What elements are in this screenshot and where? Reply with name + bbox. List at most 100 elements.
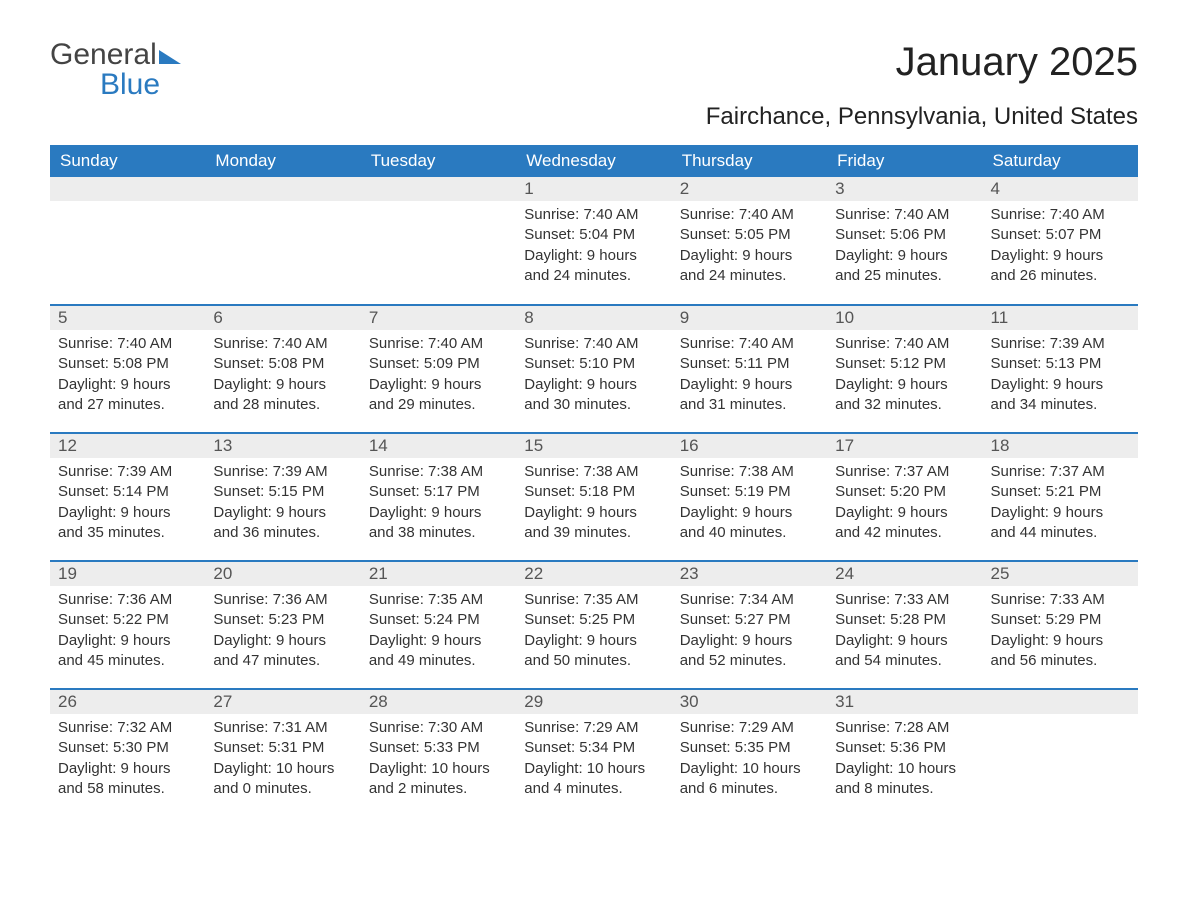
sunset-text: Sunset: 5:35 PM bbox=[680, 738, 819, 758]
calendar-day-cell: 14Sunrise: 7:38 AMSunset: 5:17 PMDayligh… bbox=[361, 433, 516, 561]
daylight-text-line1: Daylight: 9 hours bbox=[835, 246, 974, 266]
day-details: Sunrise: 7:37 AMSunset: 5:21 PMDaylight:… bbox=[983, 458, 1138, 551]
calendar-day-cell: 12Sunrise: 7:39 AMSunset: 5:14 PMDayligh… bbox=[50, 433, 205, 561]
day-number: 28 bbox=[361, 690, 516, 714]
calendar-day-cell: 4Sunrise: 7:40 AMSunset: 5:07 PMDaylight… bbox=[983, 177, 1138, 305]
calendar-week-row: 5Sunrise: 7:40 AMSunset: 5:08 PMDaylight… bbox=[50, 305, 1138, 433]
day-number: 11 bbox=[983, 306, 1138, 330]
weekday-header: Sunday bbox=[50, 145, 205, 177]
day-details: Sunrise: 7:38 AMSunset: 5:19 PMDaylight:… bbox=[672, 458, 827, 551]
sunrise-text: Sunrise: 7:40 AM bbox=[524, 205, 663, 225]
daylight-text-line2: and 58 minutes. bbox=[58, 779, 197, 799]
day-details: Sunrise: 7:35 AMSunset: 5:25 PMDaylight:… bbox=[516, 586, 671, 679]
sunset-text: Sunset: 5:29 PM bbox=[991, 610, 1130, 630]
day-number: 24 bbox=[827, 562, 982, 586]
day-number-empty bbox=[361, 177, 516, 201]
day-details: Sunrise: 7:40 AMSunset: 5:12 PMDaylight:… bbox=[827, 330, 982, 423]
sunrise-text: Sunrise: 7:40 AM bbox=[680, 205, 819, 225]
day-details: Sunrise: 7:40 AMSunset: 5:04 PMDaylight:… bbox=[516, 201, 671, 294]
calendar-day-cell: 20Sunrise: 7:36 AMSunset: 5:23 PMDayligh… bbox=[205, 561, 360, 689]
calendar-day-cell: 15Sunrise: 7:38 AMSunset: 5:18 PMDayligh… bbox=[516, 433, 671, 561]
calendar-day-cell: 28Sunrise: 7:30 AMSunset: 5:33 PMDayligh… bbox=[361, 689, 516, 817]
day-number: 3 bbox=[827, 177, 982, 201]
day-number: 8 bbox=[516, 306, 671, 330]
sunrise-text: Sunrise: 7:29 AM bbox=[680, 718, 819, 738]
day-details: Sunrise: 7:31 AMSunset: 5:31 PMDaylight:… bbox=[205, 714, 360, 807]
calendar-day-cell: 21Sunrise: 7:35 AMSunset: 5:24 PMDayligh… bbox=[361, 561, 516, 689]
daylight-text-line2: and 28 minutes. bbox=[213, 395, 352, 415]
calendar-day-cell: 2 Sunrise: 7:40 AMSunset: 5:05 PMDaylight… bbox=[672, 177, 827, 305]
sunrise-text: Sunrise: 7:29 AM bbox=[524, 718, 663, 738]
sunrise-text: Sunrise: 7:32 AM bbox=[58, 718, 197, 738]
sunset-text: Sunset: 5:36 PM bbox=[835, 738, 974, 758]
day-number: 21 bbox=[361, 562, 516, 586]
calendar-day-cell bbox=[50, 177, 205, 305]
day-details: Sunrise: 7:38 AMSunset: 5:18 PMDaylight:… bbox=[516, 458, 671, 551]
day-details: Sunrise: 7:40 AMSunset: 5:07 PMDaylight:… bbox=[983, 201, 1138, 294]
day-details: Sunrise: 7:39 AMSunset: 5:15 PMDaylight:… bbox=[205, 458, 360, 551]
sunrise-text: Sunrise: 7:37 AM bbox=[835, 462, 974, 482]
daylight-text-line1: Daylight: 9 hours bbox=[58, 759, 197, 779]
brand-logo: General Blue bbox=[50, 40, 181, 100]
weekday-header: Tuesday bbox=[361, 145, 516, 177]
daylight-text-line2: and 44 minutes. bbox=[991, 523, 1130, 543]
calendar-week-row: 19Sunrise: 7:36 AMSunset: 5:22 PMDayligh… bbox=[50, 561, 1138, 689]
calendar-day-cell: 19Sunrise: 7:36 AMSunset: 5:22 PMDayligh… bbox=[50, 561, 205, 689]
sunset-text: Sunset: 5:15 PM bbox=[213, 482, 352, 502]
sunset-text: Sunset: 5:06 PM bbox=[835, 225, 974, 245]
day-details: Sunrise: 7:39 AMSunset: 5:13 PMDaylight:… bbox=[983, 330, 1138, 423]
daylight-text-line1: Daylight: 9 hours bbox=[835, 503, 974, 523]
calendar-day-cell: 18Sunrise: 7:37 AMSunset: 5:21 PMDayligh… bbox=[983, 433, 1138, 561]
day-number: 31 bbox=[827, 690, 982, 714]
daylight-text-line2: and 29 minutes. bbox=[369, 395, 508, 415]
daylight-text-line2: and 4 minutes. bbox=[524, 779, 663, 799]
day-details: Sunrise: 7:33 AMSunset: 5:28 PMDaylight:… bbox=[827, 586, 982, 679]
day-number: 7 bbox=[361, 306, 516, 330]
daylight-text-line1: Daylight: 9 hours bbox=[58, 375, 197, 395]
day-details: Sunrise: 7:36 AMSunset: 5:22 PMDaylight:… bbox=[50, 586, 205, 679]
sunset-text: Sunset: 5:05 PM bbox=[680, 225, 819, 245]
calendar-day-cell: 5Sunrise: 7:40 AMSunset: 5:08 PMDaylight… bbox=[50, 305, 205, 433]
day-number: 26 bbox=[50, 690, 205, 714]
sunrise-text: Sunrise: 7:39 AM bbox=[991, 334, 1130, 354]
day-number: 12 bbox=[50, 434, 205, 458]
day-number: 25 bbox=[983, 562, 1138, 586]
sunrise-text: Sunrise: 7:38 AM bbox=[369, 462, 508, 482]
calendar-day-cell: 13Sunrise: 7:39 AMSunset: 5:15 PMDayligh… bbox=[205, 433, 360, 561]
daylight-text-line2: and 52 minutes. bbox=[680, 651, 819, 671]
sunrise-text: Sunrise: 7:30 AM bbox=[369, 718, 508, 738]
sunset-text: Sunset: 5:20 PM bbox=[835, 482, 974, 502]
day-number: 4 bbox=[983, 177, 1138, 201]
sunrise-text: Sunrise: 7:40 AM bbox=[835, 334, 974, 354]
calendar-day-cell bbox=[361, 177, 516, 305]
calendar-day-cell: 25Sunrise: 7:33 AMSunset: 5:29 PMDayligh… bbox=[983, 561, 1138, 689]
sunset-text: Sunset: 5:21 PM bbox=[991, 482, 1130, 502]
sunset-text: Sunset: 5:17 PM bbox=[369, 482, 508, 502]
daylight-text-line1: Daylight: 9 hours bbox=[524, 246, 663, 266]
sunrise-text: Sunrise: 7:36 AM bbox=[213, 590, 352, 610]
daylight-text-line2: and 26 minutes. bbox=[991, 266, 1130, 286]
calendar-day-cell: 31Sunrise: 7:28 AMSunset: 5:36 PMDayligh… bbox=[827, 689, 982, 817]
daylight-text-line1: Daylight: 9 hours bbox=[369, 375, 508, 395]
sunset-text: Sunset: 5:18 PM bbox=[524, 482, 663, 502]
weekday-header-row: Sunday Monday Tuesday Wednesday Thursday… bbox=[50, 145, 1138, 177]
logo-sail-icon bbox=[159, 50, 181, 64]
sunset-text: Sunset: 5:07 PM bbox=[991, 225, 1130, 245]
brand-part1: General bbox=[50, 38, 157, 71]
daylight-text-line1: Daylight: 9 hours bbox=[680, 246, 819, 266]
sunrise-text: Sunrise: 7:33 AM bbox=[991, 590, 1130, 610]
daylight-text-line2: and 54 minutes. bbox=[835, 651, 974, 671]
sunrise-text: Sunrise: 7:40 AM bbox=[524, 334, 663, 354]
day-number-empty bbox=[205, 177, 360, 201]
daylight-text-line2: and 42 minutes. bbox=[835, 523, 974, 543]
daylight-text-line2: and 47 minutes. bbox=[213, 651, 352, 671]
sunrise-text: Sunrise: 7:34 AM bbox=[680, 590, 819, 610]
day-number: 2 bbox=[672, 177, 827, 201]
sunrise-text: Sunrise: 7:38 AM bbox=[680, 462, 819, 482]
sunrise-text: Sunrise: 7:31 AM bbox=[213, 718, 352, 738]
day-details: Sunrise: 7:40 AMSunset: 5:09 PMDaylight:… bbox=[361, 330, 516, 423]
sunrise-text: Sunrise: 7:40 AM bbox=[991, 205, 1130, 225]
calendar-day-cell: 23Sunrise: 7:34 AMSunset: 5:27 PMDayligh… bbox=[672, 561, 827, 689]
weekday-header: Thursday bbox=[672, 145, 827, 177]
calendar-day-cell: 22Sunrise: 7:35 AMSunset: 5:25 PMDayligh… bbox=[516, 561, 671, 689]
